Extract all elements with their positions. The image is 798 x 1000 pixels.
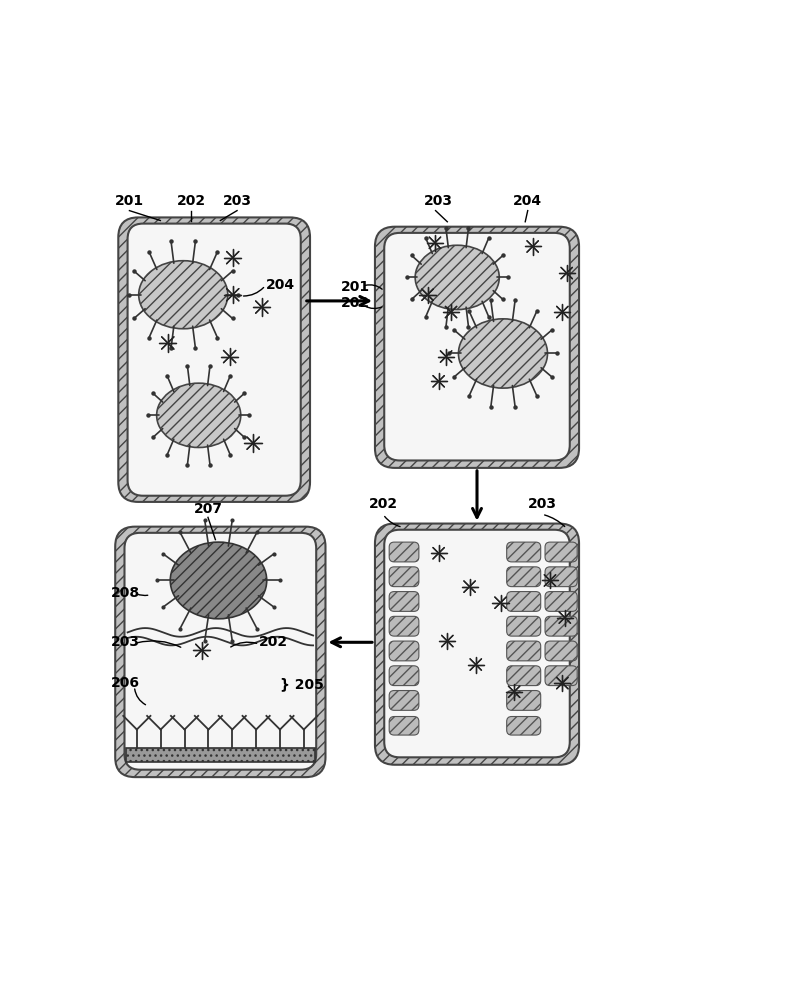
Text: 201: 201 xyxy=(341,280,370,294)
FancyBboxPatch shape xyxy=(545,641,577,661)
Text: 203: 203 xyxy=(527,497,556,511)
FancyBboxPatch shape xyxy=(507,717,541,735)
FancyBboxPatch shape xyxy=(385,530,570,757)
Text: 201: 201 xyxy=(115,194,144,208)
FancyBboxPatch shape xyxy=(545,616,577,636)
FancyBboxPatch shape xyxy=(507,691,541,710)
FancyBboxPatch shape xyxy=(118,217,310,502)
FancyBboxPatch shape xyxy=(507,567,541,587)
FancyBboxPatch shape xyxy=(375,227,579,468)
Text: 206: 206 xyxy=(111,676,140,690)
FancyBboxPatch shape xyxy=(507,616,541,636)
FancyBboxPatch shape xyxy=(507,592,541,611)
FancyBboxPatch shape xyxy=(545,567,577,587)
Text: 203: 203 xyxy=(223,194,251,208)
FancyBboxPatch shape xyxy=(389,592,419,611)
Text: 203: 203 xyxy=(111,635,140,649)
Text: 207: 207 xyxy=(193,502,223,516)
FancyBboxPatch shape xyxy=(545,592,577,611)
FancyBboxPatch shape xyxy=(507,641,541,661)
FancyBboxPatch shape xyxy=(389,616,419,636)
FancyBboxPatch shape xyxy=(389,641,419,661)
FancyBboxPatch shape xyxy=(545,542,577,562)
FancyBboxPatch shape xyxy=(507,666,541,686)
Ellipse shape xyxy=(156,383,241,447)
Text: 203: 203 xyxy=(425,194,453,208)
Ellipse shape xyxy=(139,261,227,329)
Text: } 205: } 205 xyxy=(280,677,324,691)
FancyBboxPatch shape xyxy=(389,567,419,587)
Text: 202: 202 xyxy=(369,497,397,511)
FancyBboxPatch shape xyxy=(375,524,579,765)
FancyBboxPatch shape xyxy=(389,666,419,686)
Ellipse shape xyxy=(170,542,267,619)
Text: 202: 202 xyxy=(259,635,288,649)
FancyBboxPatch shape xyxy=(115,527,326,777)
FancyBboxPatch shape xyxy=(128,224,301,496)
FancyBboxPatch shape xyxy=(385,233,570,460)
Text: 202: 202 xyxy=(341,296,370,310)
FancyBboxPatch shape xyxy=(389,542,419,562)
Text: 204: 204 xyxy=(266,278,294,292)
Ellipse shape xyxy=(415,245,500,310)
FancyBboxPatch shape xyxy=(389,717,419,735)
Text: 202: 202 xyxy=(176,194,206,208)
FancyBboxPatch shape xyxy=(545,666,577,686)
Text: 204: 204 xyxy=(513,194,543,208)
Ellipse shape xyxy=(459,319,547,388)
FancyBboxPatch shape xyxy=(507,542,541,562)
FancyBboxPatch shape xyxy=(124,533,316,770)
Bar xyxy=(126,748,315,762)
Text: 208: 208 xyxy=(111,586,140,600)
FancyBboxPatch shape xyxy=(389,691,419,710)
